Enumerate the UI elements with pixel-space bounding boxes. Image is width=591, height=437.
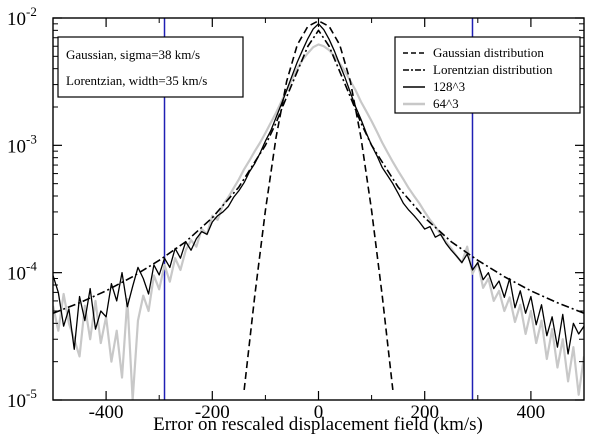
- legend-label-2: Lorentzian distribution: [433, 62, 553, 77]
- y-tick-label: 10-2: [7, 4, 37, 30]
- legend: Gaussian distribution Lorentzian distribu…: [394, 36, 581, 114]
- x-tick-label: -400: [89, 402, 124, 423]
- x-axis-title: Error on rescaled displacement field (km…: [153, 414, 483, 435]
- legend-label-1: Gaussian distribution: [433, 45, 544, 60]
- legend-label-3: 128^3: [433, 79, 465, 94]
- legend-frame: [394, 36, 581, 114]
- y-tick-label: 10-4: [7, 259, 37, 285]
- y-tick-label: 10-3: [7, 131, 37, 157]
- x-tick-label: 200: [410, 402, 439, 423]
- x-tick-label: 0: [314, 402, 324, 423]
- annotation-line-lorentzian: Lorentzian, width=35 km/s: [66, 73, 207, 88]
- legend-label-4: 64^3: [433, 96, 459, 111]
- series-1-line: [243, 20, 394, 391]
- x-tick-label: -200: [195, 402, 230, 423]
- axis-ticks: [52, 17, 585, 401]
- annotation-line-gaussian: Gaussian, sigma=38 km/s: [66, 47, 200, 62]
- annotation-box: Gaussian, sigma=38 km/s Lorentzian, widt…: [57, 36, 244, 98]
- y-tick-label: 10-5: [7, 386, 37, 412]
- series-2-line: [53, 29, 584, 315]
- tick-labels: -400 -200 0 200 400 10-5 10-4 10-3 10-2: [7, 4, 545, 423]
- series-4-line: [53, 43, 584, 400]
- annotation-frame: [57, 36, 244, 98]
- x-tick-label: 400: [517, 402, 546, 423]
